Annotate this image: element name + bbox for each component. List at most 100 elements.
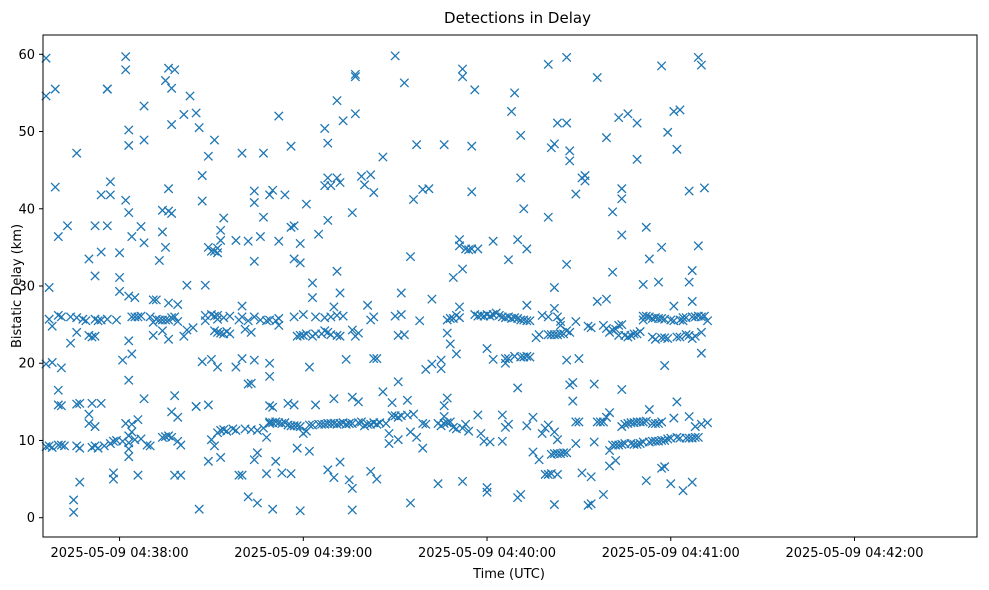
data-point xyxy=(543,469,553,480)
data-point xyxy=(442,315,452,325)
data-point xyxy=(166,313,177,323)
data-point xyxy=(44,282,54,293)
data-point xyxy=(595,417,605,427)
data-point xyxy=(166,83,177,93)
data-point xyxy=(231,235,241,246)
data-point xyxy=(574,353,584,364)
data-point xyxy=(436,363,446,374)
data-point xyxy=(561,52,572,63)
y-tick-label: 40 xyxy=(18,202,35,217)
y-tick-label: 30 xyxy=(18,280,35,295)
data-point xyxy=(552,469,563,480)
data-point xyxy=(197,196,207,206)
data-point xyxy=(635,438,645,449)
data-point xyxy=(534,455,544,465)
data-point xyxy=(139,238,149,248)
data-point xyxy=(543,59,553,70)
data-point xyxy=(323,465,333,475)
data-point xyxy=(696,327,707,337)
data-point xyxy=(295,421,305,432)
data-point xyxy=(114,272,125,283)
data-point xyxy=(136,221,146,232)
data-point xyxy=(607,207,618,217)
data-point xyxy=(289,221,299,231)
data-point xyxy=(525,352,535,362)
data-point xyxy=(62,221,73,231)
data-point xyxy=(163,298,174,308)
data-point xyxy=(454,302,465,312)
data-point xyxy=(610,455,621,466)
data-point xyxy=(568,377,578,388)
data-point xyxy=(659,360,670,371)
data-point xyxy=(678,486,688,496)
data-point xyxy=(96,190,106,200)
data-point xyxy=(268,504,278,514)
data-point xyxy=(617,319,627,330)
data-point xyxy=(561,448,572,458)
data-point xyxy=(672,397,682,407)
data-point xyxy=(209,135,220,145)
data-point xyxy=(72,327,82,337)
data-point xyxy=(485,311,495,321)
data-point xyxy=(497,410,508,420)
data-point xyxy=(653,418,664,429)
data-point xyxy=(442,328,452,338)
data-point xyxy=(249,197,259,208)
data-point xyxy=(500,353,511,364)
data-point xyxy=(485,437,495,447)
data-point xyxy=(598,489,609,500)
data-point xyxy=(699,311,710,321)
data-point xyxy=(396,288,406,298)
data-point xyxy=(427,294,437,304)
data-point xyxy=(160,242,171,253)
data-point xyxy=(133,414,143,425)
data-point xyxy=(286,141,296,151)
data-point xyxy=(304,420,315,430)
data-point xyxy=(335,457,345,467)
data-point xyxy=(124,140,134,151)
data-point xyxy=(320,326,330,336)
data-point xyxy=(68,507,79,517)
data-point xyxy=(329,394,339,404)
data-point xyxy=(687,296,697,307)
data-point xyxy=(124,375,134,385)
data-point xyxy=(561,326,572,336)
data-point xyxy=(372,353,382,364)
data-point xyxy=(500,358,511,368)
y-tick-label: 20 xyxy=(18,357,35,372)
data-point xyxy=(261,316,272,326)
data-point xyxy=(372,419,382,429)
data-point xyxy=(237,301,247,311)
data-point xyxy=(614,440,624,450)
data-point xyxy=(488,354,498,365)
data-point xyxy=(117,355,128,365)
data-point xyxy=(672,144,682,154)
data-point xyxy=(50,182,60,192)
data-point xyxy=(307,278,318,288)
data-point xyxy=(133,312,143,322)
data-point xyxy=(59,441,70,451)
data-point xyxy=(185,91,195,101)
data-point xyxy=(353,418,364,428)
data-point xyxy=(366,466,376,477)
data-point xyxy=(332,173,342,183)
data-point xyxy=(274,236,284,246)
data-point xyxy=(509,88,520,98)
data-point xyxy=(684,186,694,196)
data-point xyxy=(607,267,618,277)
data-point xyxy=(418,418,428,429)
data-point xyxy=(329,302,339,312)
data-point xyxy=(586,323,596,333)
data-point xyxy=(543,312,553,322)
data-point xyxy=(543,212,553,222)
data-point xyxy=(292,421,302,431)
data-point xyxy=(396,309,406,320)
data-point xyxy=(295,506,305,516)
data-point xyxy=(47,442,57,453)
data-point xyxy=(323,215,333,226)
data-point xyxy=(488,236,498,246)
data-point xyxy=(47,357,57,368)
data-point xyxy=(347,505,357,515)
data-point xyxy=(295,258,305,268)
data-point xyxy=(264,371,275,382)
